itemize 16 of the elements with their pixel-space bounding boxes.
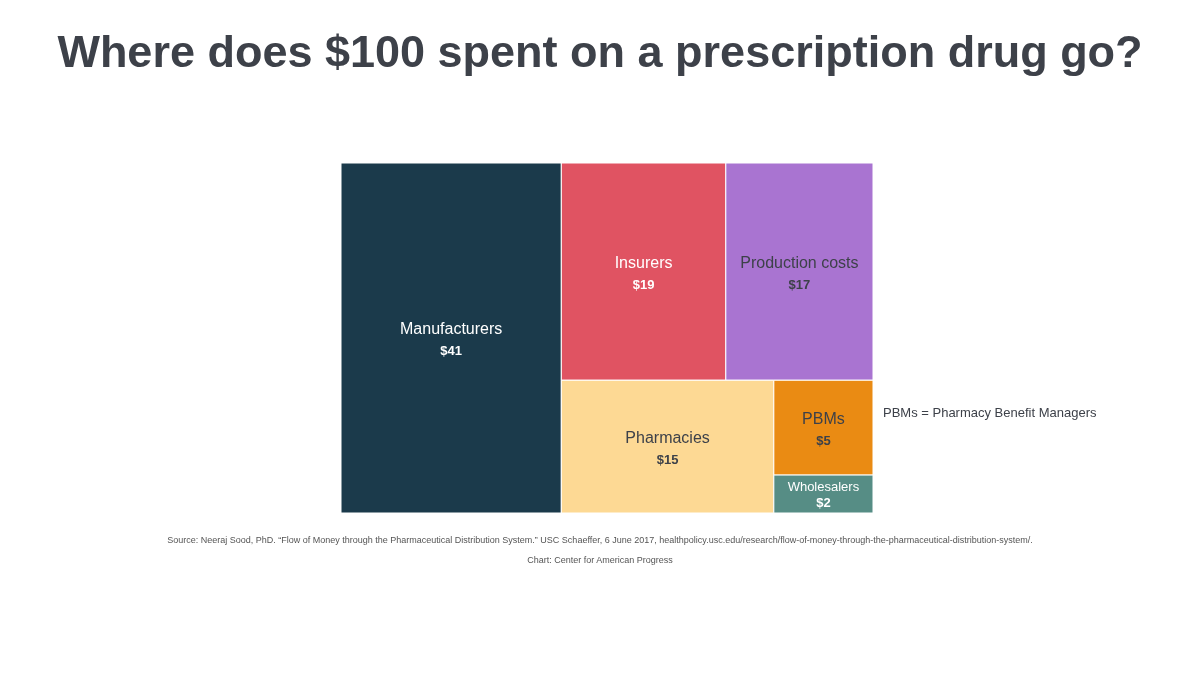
data-label: $15 (656, 451, 679, 467)
category-label: PBMs (802, 409, 845, 427)
data-label: $17 (788, 276, 811, 292)
text: PBMs = Pharmacy Benefit Managers (883, 405, 1098, 420)
category-label: Wholesalers (787, 479, 860, 495)
text: Where does $100 spent on a prescription drug go? (56, 26, 1144, 78)
category-label: Manufacturers (400, 320, 503, 337)
source-note: Source: Neeraj Sood, PhD. “Flow of Money through the Pharmaceutical Distribution System.” USC Schaeffer, 6 June 2017, healthpolicy.usc.edu/research/flow-of-money-through-the-pharmaceutical-distribution-system/. (166, 535, 1034, 545)
text: Chart: Center for American Progress (526, 555, 674, 565)
data-label: $5 (816, 432, 831, 448)
data-label: $19 (632, 276, 655, 292)
category-label: Pharmacies (625, 428, 710, 446)
data-label: $2 (816, 495, 831, 511)
category-label: Insurers (614, 253, 673, 271)
data-label: $41 (440, 343, 463, 358)
category-label: Production costs (740, 253, 859, 271)
